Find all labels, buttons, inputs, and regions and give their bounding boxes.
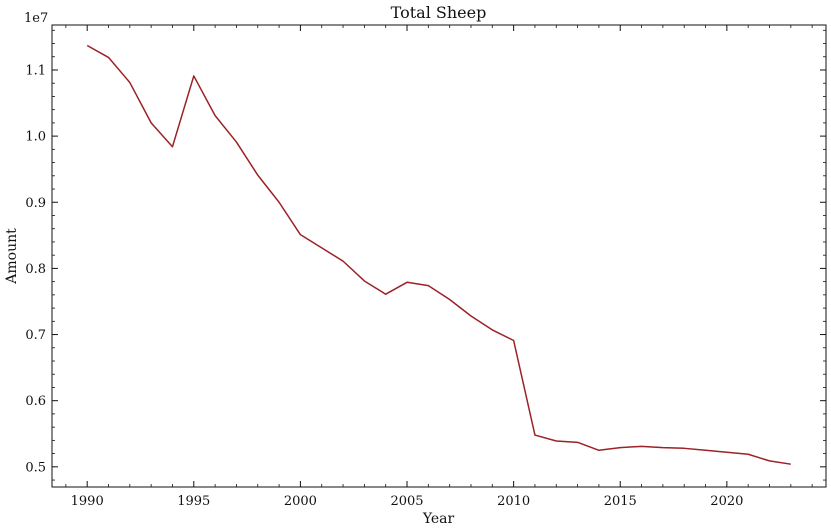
x-axis-title: Year (422, 511, 455, 527)
y-tick-label: 1.1 (25, 63, 46, 78)
y-axis-title: Amount (4, 228, 20, 285)
x-tick-label: 2015 (604, 494, 637, 509)
y-tick-labels: 0.5 0.6 0.7 0.8 0.9 1.0 1.1 (25, 63, 46, 475)
chart-title: Total Sheep (391, 3, 487, 22)
tick-marks (52, 25, 826, 487)
y-tick-label: 0.9 (25, 196, 46, 211)
y-offset-label: 1e7 (24, 11, 48, 26)
x-tick-label: 1995 (177, 494, 210, 509)
x-tick-label: 1990 (71, 494, 104, 509)
series-group (86, 44, 791, 465)
plot-area (51, 24, 827, 488)
y-tick-label: 0.7 (25, 328, 46, 343)
series-line (86, 44, 791, 465)
x-tick-labels: 1990 1995 2000 2005 2010 2015 2020 (71, 494, 744, 509)
y-tick-label: 0.6 (25, 394, 46, 409)
y-tick-label: 0.5 (25, 460, 46, 475)
x-tick-label: 2005 (390, 494, 423, 509)
y-tick-label: 0.8 (25, 262, 46, 277)
x-tick-label: 2020 (710, 494, 743, 509)
x-tick-label: 2000 (284, 494, 317, 509)
y-tick-label: 1.0 (25, 130, 46, 145)
x-tick-label: 2010 (497, 494, 530, 509)
